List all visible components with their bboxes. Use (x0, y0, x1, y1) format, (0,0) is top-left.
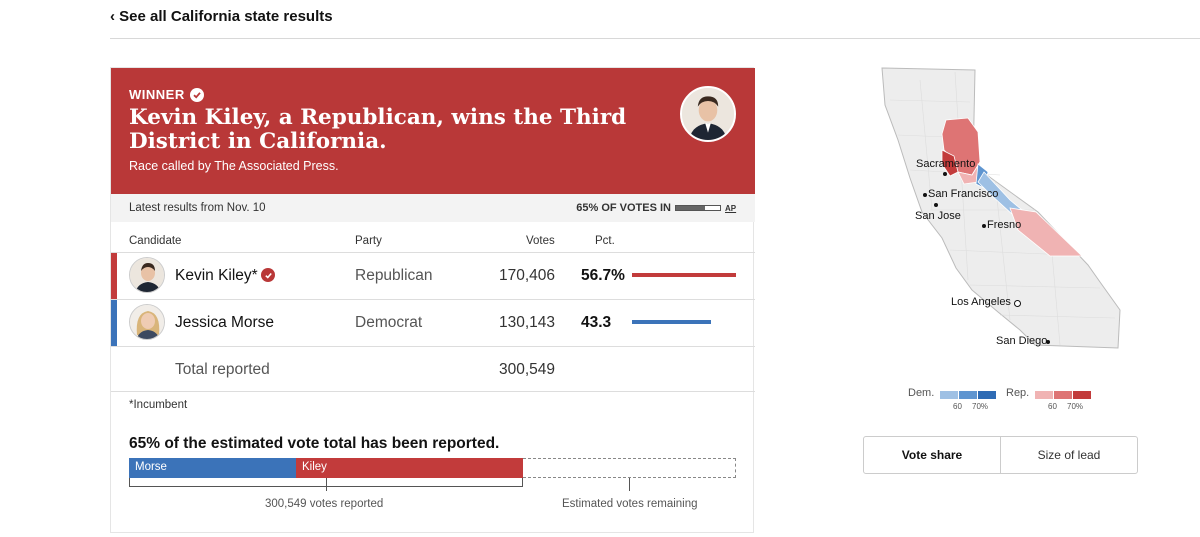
city-label-fresno: Fresno (987, 219, 1022, 231)
table-row-morse: Jessica Morse Democrat 130,143 43.3 (111, 299, 755, 346)
california-map-svg (881, 67, 1121, 349)
city-marker (923, 193, 927, 197)
race-headline: Kevin Kiley, a Republican, wins the Thir… (129, 105, 627, 154)
pct-bar-kiley (632, 273, 736, 277)
header-candidate: Candidate (129, 235, 182, 247)
legend-dem-label: Dem. (908, 387, 935, 399)
party-color-marker (111, 253, 117, 299)
header-party: Party (355, 235, 382, 247)
back-to-state-results-link[interactable]: ‹ See all California state results (110, 8, 333, 25)
votes-remaining-label: Estimated votes remaining (562, 498, 698, 510)
legend-rep-label: Rep. (1006, 387, 1030, 399)
results-status-bar: Latest results from Nov. 10 65% OF VOTES… (111, 194, 755, 222)
estimate-segment-morse: Morse (129, 458, 296, 478)
candidate-party: Democrat (355, 314, 423, 331)
candidate-votes: 130,143 (498, 314, 555, 331)
winner-checkmark-icon (261, 268, 275, 282)
estimate-label-morse: Morse (135, 461, 167, 473)
remaining-tick (629, 478, 630, 491)
city-label-sacramento: Sacramento (916, 158, 976, 170)
candidate-votes: 170,406 (498, 267, 555, 284)
candidate-party: Republican (355, 267, 433, 284)
header-votes: Votes (526, 235, 555, 247)
city-marker (1046, 340, 1050, 344)
votes-in-progress-bar (675, 205, 721, 211)
city-label-san-francisco: San Francisco (928, 188, 999, 200)
city-marker (934, 203, 938, 207)
legend-swatch-rep-mid (1054, 391, 1072, 399)
legend-tick-60: 60 (1048, 402, 1057, 411)
legend-swatch-dem-light (940, 391, 958, 399)
estimate-label-kiley: Kiley (302, 461, 327, 473)
legend-swatch-dem-mid (959, 391, 977, 399)
candidate-pct: 43.3 (581, 314, 612, 331)
votes-in-progress-fill (676, 206, 705, 210)
winner-banner: WINNER Kevin Kiley, a Republican, wins t… (111, 68, 755, 194)
incumbent-footnote: *Incumbent (129, 399, 188, 411)
checkmark-icon (189, 87, 204, 102)
votes-reported-label: 300,549 votes reported (265, 498, 384, 510)
winner-row: WINNER (129, 87, 204, 102)
size-of-lead-toggle-button[interactable]: Size of lead (1037, 448, 1101, 462)
header-pct: Pct. (595, 235, 615, 247)
candidate-name: Kevin Kiley* (175, 267, 258, 284)
city-label-san-jose: San Jose (915, 210, 961, 222)
city-label-los-angeles: Los Angeles (951, 296, 1011, 308)
city-marker (943, 172, 947, 176)
latest-results-timestamp: Latest results from Nov. 10 (129, 202, 266, 214)
legend-tick-70: 70% (972, 402, 989, 411)
candidate-avatar-kiley (129, 257, 165, 293)
total-votes: 300,549 (498, 361, 555, 378)
legend-tick-60: 60 (953, 402, 962, 411)
pct-bar-morse (632, 320, 711, 324)
estimate-title: 65% of the estimated vote total has been… (129, 435, 500, 452)
votes-in-label: 65% OF VOTES IN (576, 202, 671, 214)
toggle-divider (1000, 437, 1001, 473)
candidate-avatar-morse (129, 304, 165, 340)
city-label-san-diego: San Diego (996, 335, 1048, 347)
candidate-pct: 56.7% (581, 267, 625, 284)
top-divider (110, 38, 1200, 39)
winner-headshot (680, 86, 736, 142)
legend-swatch-dem-dark (978, 391, 996, 399)
city-marker (982, 224, 986, 228)
estimated-vote-bar: Morse Kiley (129, 458, 736, 487)
legend-swatch-rep-dark (1073, 391, 1091, 399)
legend-tick-70: 70% (1067, 402, 1084, 411)
race-results-card: WINNER Kevin Kiley, a Republican, wins t… (110, 67, 755, 533)
vote-share-toggle-button[interactable]: Vote share (901, 448, 963, 462)
total-label: Total reported (175, 361, 270, 378)
map-view-toggle: Vote share Size of lead (863, 436, 1138, 474)
candidate-name: Jessica Morse (175, 314, 275, 331)
table-row-kiley: Kevin Kiley* Republican 170,406 56.7% (111, 252, 755, 299)
city-marker (1014, 300, 1021, 307)
party-color-marker (111, 300, 117, 346)
estimate-segment-kiley: Kiley (296, 458, 523, 478)
source-ap-link[interactable]: AP (725, 204, 737, 213)
estimate-remaining-box (523, 458, 736, 478)
race-called-note: Race called by The Associated Press. (129, 159, 339, 173)
reported-tick (326, 478, 327, 491)
table-row-total: Total reported 300,549 (111, 346, 755, 392)
california-district-map: Sacramento San Francisco San Jose Fresno… (860, 60, 1130, 365)
legend-swatch-rep-light (1035, 391, 1053, 399)
winner-label: WINNER (129, 87, 185, 102)
